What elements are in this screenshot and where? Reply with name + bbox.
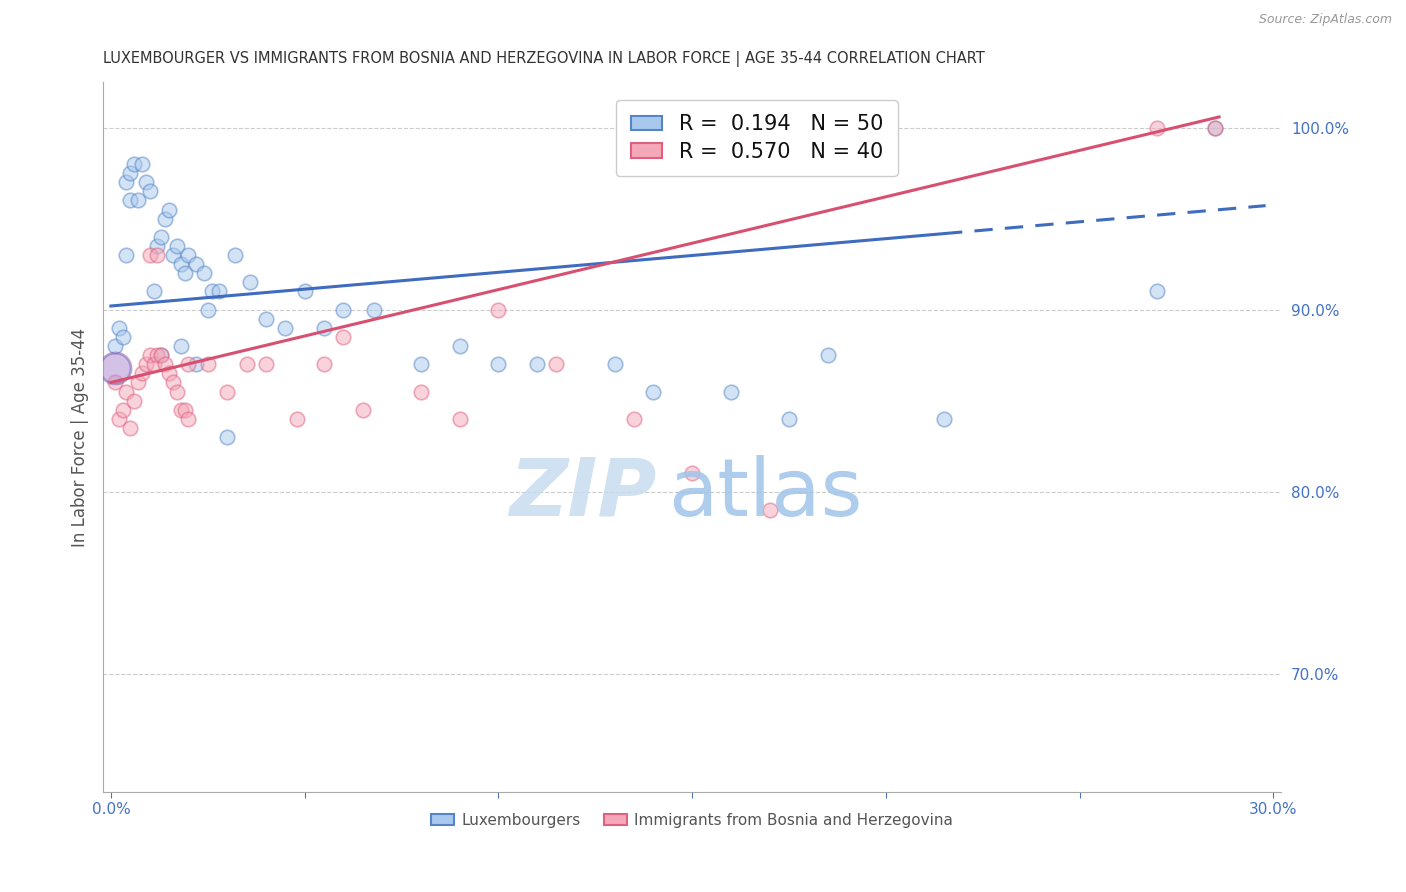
Point	[217, 430, 239, 444]
Point	[224, 248, 246, 262]
Point	[150, 230, 173, 244]
Point	[169, 402, 191, 417]
Point	[138, 348, 160, 362]
Point	[142, 285, 165, 299]
Point	[157, 202, 180, 217]
Point	[817, 348, 839, 362]
Point	[107, 321, 129, 335]
Point	[153, 211, 176, 226]
Point	[681, 467, 703, 481]
Point	[120, 194, 142, 208]
Point	[363, 302, 385, 317]
Point	[138, 184, 160, 198]
Text: Source: ZipAtlas.com: Source: ZipAtlas.com	[1258, 13, 1392, 27]
Legend: Luxembourgers, Immigrants from Bosnia and Herzegovina: Luxembourgers, Immigrants from Bosnia an…	[425, 806, 959, 834]
Point	[111, 330, 134, 344]
Point	[184, 357, 207, 371]
Point	[169, 257, 191, 271]
Point	[932, 412, 955, 426]
Point	[603, 357, 626, 371]
Point	[778, 412, 800, 426]
Point	[153, 357, 176, 371]
Point	[146, 239, 169, 253]
Point	[201, 285, 224, 299]
Point	[274, 321, 297, 335]
Point	[285, 412, 308, 426]
Point	[254, 311, 277, 326]
Point	[1204, 120, 1226, 135]
Point	[758, 503, 780, 517]
Point	[120, 421, 142, 435]
Point	[720, 384, 742, 399]
Point	[115, 248, 138, 262]
Point	[239, 276, 262, 290]
Point	[177, 412, 200, 426]
Point	[177, 248, 200, 262]
Point	[173, 402, 195, 417]
Point	[166, 239, 188, 253]
Point	[409, 357, 432, 371]
Point	[146, 348, 169, 362]
Point	[526, 357, 548, 371]
Point	[332, 330, 354, 344]
Point	[332, 302, 354, 317]
Point	[104, 360, 127, 375]
Point	[486, 357, 509, 371]
Point	[122, 157, 145, 171]
Point	[449, 412, 471, 426]
Point	[150, 348, 173, 362]
Y-axis label: In Labor Force | Age 35-44: In Labor Force | Age 35-44	[72, 327, 89, 547]
Point	[162, 376, 184, 390]
Point	[449, 339, 471, 353]
Point	[312, 321, 335, 335]
Point	[107, 412, 129, 426]
Point	[115, 175, 138, 189]
Point	[115, 384, 138, 399]
Point	[197, 302, 219, 317]
Point	[127, 376, 149, 390]
Point	[127, 194, 149, 208]
Point	[150, 348, 173, 362]
Point	[120, 166, 142, 180]
Point	[352, 402, 374, 417]
Point	[131, 157, 153, 171]
Point	[169, 339, 191, 353]
Point	[131, 367, 153, 381]
Point	[122, 393, 145, 408]
Text: ZIP: ZIP	[509, 455, 657, 533]
Point	[208, 285, 231, 299]
Point	[173, 266, 195, 280]
Point	[1146, 120, 1168, 135]
Point	[166, 384, 188, 399]
Point	[104, 339, 127, 353]
Point	[142, 357, 165, 371]
Point	[235, 357, 257, 371]
Point	[643, 384, 665, 399]
Point	[546, 357, 568, 371]
Point	[184, 257, 207, 271]
Point	[157, 367, 180, 381]
Point	[162, 248, 184, 262]
Point	[135, 357, 157, 371]
Point	[135, 175, 157, 189]
Point	[138, 248, 160, 262]
Point	[1146, 285, 1168, 299]
Text: LUXEMBOURGER VS IMMIGRANTS FROM BOSNIA AND HERZEGOVINA IN LABOR FORCE | AGE 35-4: LUXEMBOURGER VS IMMIGRANTS FROM BOSNIA A…	[103, 51, 984, 67]
Point	[409, 384, 432, 399]
Point	[1204, 120, 1226, 135]
Point	[294, 285, 316, 299]
Point	[254, 357, 277, 371]
Point	[486, 302, 509, 317]
Point	[177, 357, 200, 371]
Point	[104, 376, 127, 390]
Point	[197, 357, 219, 371]
Point	[111, 402, 134, 417]
Point	[217, 384, 239, 399]
Point	[146, 248, 169, 262]
Point	[623, 412, 645, 426]
Text: atlas: atlas	[669, 455, 863, 533]
Point	[193, 266, 215, 280]
Point	[312, 357, 335, 371]
